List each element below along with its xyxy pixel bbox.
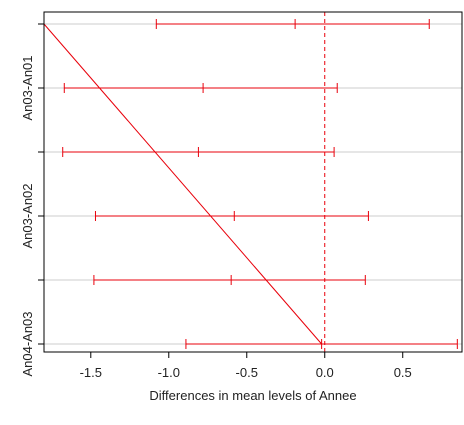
x-tick-label: -1.0	[158, 365, 180, 380]
x-tick-label: -1.5	[80, 365, 102, 380]
x-tick-label: 0.5	[394, 365, 412, 380]
y-tick-label: An03-An02	[20, 183, 35, 248]
x-axis-label: Differences in mean levels of Annee	[149, 388, 356, 403]
y-axis: An03-An01 An03-An02 An04-An03	[20, 24, 44, 377]
diagonal-line	[44, 24, 322, 344]
x-axis: -1.5 -1.0 -0.5 0.0 0.5	[80, 352, 412, 380]
intervals-group	[63, 19, 458, 349]
y-tick-label: An04-An03	[20, 311, 35, 376]
y-tick-label: An03-An01	[20, 55, 35, 120]
x-tick-label: 0.0	[316, 365, 334, 380]
x-tick-label: -0.5	[236, 365, 258, 380]
plot-frame	[44, 12, 462, 352]
gridlines	[44, 24, 462, 344]
diagonal-line-group	[44, 24, 322, 344]
